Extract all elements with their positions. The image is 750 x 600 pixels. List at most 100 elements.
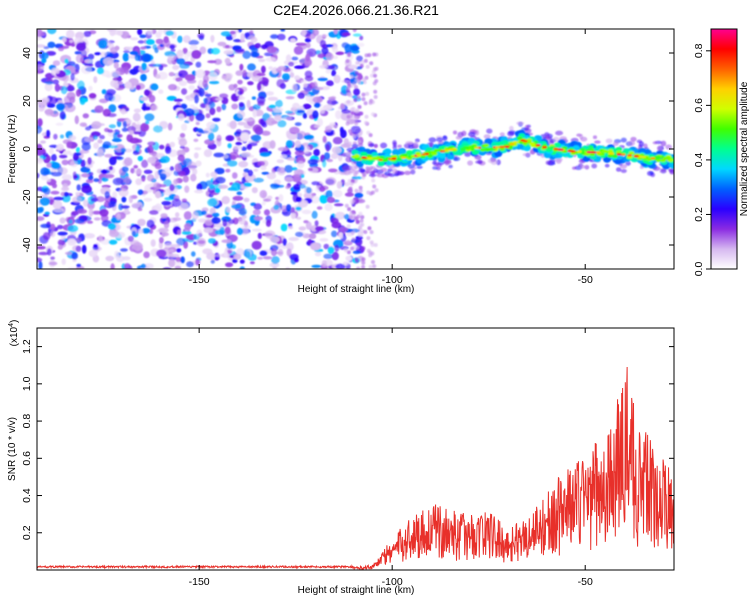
spectrogram-noise-cell xyxy=(297,92,305,99)
spectrogram-noise-cell xyxy=(347,207,352,212)
spectrogram-noise-cell xyxy=(333,74,341,84)
spectrogram-noise-cell xyxy=(343,214,350,220)
spectrogram-noise-cell xyxy=(311,264,322,268)
spectrogram-noise-cell xyxy=(175,77,183,82)
spectrogram-signal-halo xyxy=(660,140,667,147)
spectrogram-signal-halo xyxy=(615,167,622,172)
spectrogram-signal-halo xyxy=(432,166,438,170)
spectrogram-noise-cell xyxy=(328,168,338,173)
spectrogram-signal-halo xyxy=(522,152,531,157)
y-tick-label: -40 xyxy=(21,237,33,252)
spectrogram-noise-cell xyxy=(295,206,302,211)
spectrogram-noise-cell xyxy=(303,83,308,88)
spectrogram-noise-cell xyxy=(282,116,293,120)
spectrogram-noise-cell xyxy=(374,188,379,193)
spectrogram-noise-cell xyxy=(242,172,248,177)
spectrogram-signal-cell xyxy=(607,149,614,153)
spectrogram-noise-cell xyxy=(228,84,236,91)
spectrogram-noise-cell xyxy=(288,226,294,230)
spectrogram-signal-halo xyxy=(358,168,366,173)
spectrogram-noise-cell xyxy=(81,98,89,103)
spectrogram-noise-cell xyxy=(178,138,188,147)
spectrogram-noise-cell xyxy=(349,74,354,79)
spectrogram-noise-cell xyxy=(344,203,349,208)
spectrogram-noise-cell xyxy=(263,209,271,216)
spectrogram-noise-cell xyxy=(224,57,231,65)
spectrogram-noise-cell xyxy=(346,99,351,104)
spectrogram-noise-cell xyxy=(75,152,82,156)
spectrogram-noise-cell xyxy=(369,240,374,245)
spectrogram-noise-cell xyxy=(276,79,285,88)
spectrogram-signal-cell xyxy=(660,158,666,163)
spectrogram-noise-cell xyxy=(332,189,343,198)
spectrogram-noise-cell xyxy=(45,108,54,117)
spectrogram-noise-cell xyxy=(331,46,339,53)
spectrogram-noise-cell xyxy=(40,140,46,144)
spectrogram-noise-cell xyxy=(264,230,276,239)
spectrogram-noise-cell xyxy=(88,93,97,99)
spectrogram-noise-cell xyxy=(319,238,329,242)
spectrogram-noise-cell xyxy=(373,67,377,72)
spectrogram-noise-cell xyxy=(134,54,141,61)
spectrogram-noise-cell xyxy=(165,30,174,36)
spectrogram-noise-cell xyxy=(144,89,150,96)
spectrogram-noise-cell xyxy=(355,219,360,224)
spectrogram-noise-cell xyxy=(350,230,355,235)
spectrogram-signal-peak xyxy=(509,143,515,146)
spectrogram-noise-cell xyxy=(220,31,232,37)
spectrogram-noise-cell xyxy=(81,142,91,151)
spectrogram-signal-halo xyxy=(410,169,416,175)
x-tick-label: -50 xyxy=(578,576,593,588)
spectrogram-noise-cell xyxy=(208,80,220,85)
spectrogram-noise-cell xyxy=(233,145,243,150)
spectrogram-noise-cell xyxy=(179,133,186,138)
spectrogram-noise-cell xyxy=(68,219,73,224)
spectrogram-noise-cell xyxy=(143,251,150,259)
spectrogram-noise-cell xyxy=(196,229,203,237)
spectrogram-noise-cell xyxy=(81,173,90,178)
spectrogram-noise-cell xyxy=(285,96,295,100)
spectrogram-noise-cell xyxy=(158,144,165,150)
spectrogram-noise-cell xyxy=(270,34,279,39)
spectrogram-noise-cell xyxy=(293,184,301,191)
spectrogram-noise-cell xyxy=(75,147,81,153)
snr-y-label: SNR (10 * v/v) xyxy=(7,417,18,481)
spectrogram-noise-cell xyxy=(305,53,310,62)
spectrogram-noise-cell xyxy=(252,104,261,111)
spectrogram-noise-cell xyxy=(261,122,268,128)
spectrogram-noise-cell xyxy=(373,89,378,94)
spectrogram-noise-cell xyxy=(203,149,213,158)
spectrogram-noise-cell xyxy=(114,45,120,51)
spectrogram-noise-cell xyxy=(76,42,87,52)
spectrogram-noise-cell xyxy=(251,51,260,58)
spectrogram-noise-cell xyxy=(355,60,360,65)
spectrogram-noise-cell xyxy=(66,29,75,39)
spectrogram-noise-cell xyxy=(125,46,135,51)
snr-x-ticks: -150 -100 -50 xyxy=(189,328,593,588)
spectrogram-noise-cell xyxy=(240,33,245,42)
spectrogram-noise-cell xyxy=(320,34,329,38)
spectrogram-noise-cell xyxy=(50,190,60,195)
spectrogram-noise-cell xyxy=(210,259,215,264)
spectrogram-noise-cell xyxy=(277,33,286,41)
spectrogram-signal-cell xyxy=(431,152,438,156)
spectrogram-noise-cell xyxy=(351,210,356,215)
spectrogram-noise-cell xyxy=(74,115,80,125)
spectrogram-noise-cell xyxy=(266,117,276,126)
spectrogram-noise-cell xyxy=(243,168,250,173)
spectrogram-noise-cell xyxy=(120,205,130,209)
spectrogram-noise-cell xyxy=(59,217,66,224)
spectrogram-noise-cell xyxy=(353,98,358,103)
spectrogram-noise-cell xyxy=(180,256,185,264)
spectrogram-noise-cell xyxy=(40,223,51,229)
spectrogram-noise-cell xyxy=(361,77,366,82)
spectrogram-noise-cell xyxy=(286,157,296,161)
spectrogram-noise-cell xyxy=(103,174,115,179)
spectrogram-noise-cell xyxy=(173,98,183,102)
spectrogram-noise-cell xyxy=(266,195,273,200)
spectrogram-noise-cell xyxy=(306,187,312,194)
spectrogram-noise-cell xyxy=(371,112,375,117)
spectrogram-noise-cell xyxy=(81,244,87,254)
spectrogram-noise-cell xyxy=(292,102,300,110)
